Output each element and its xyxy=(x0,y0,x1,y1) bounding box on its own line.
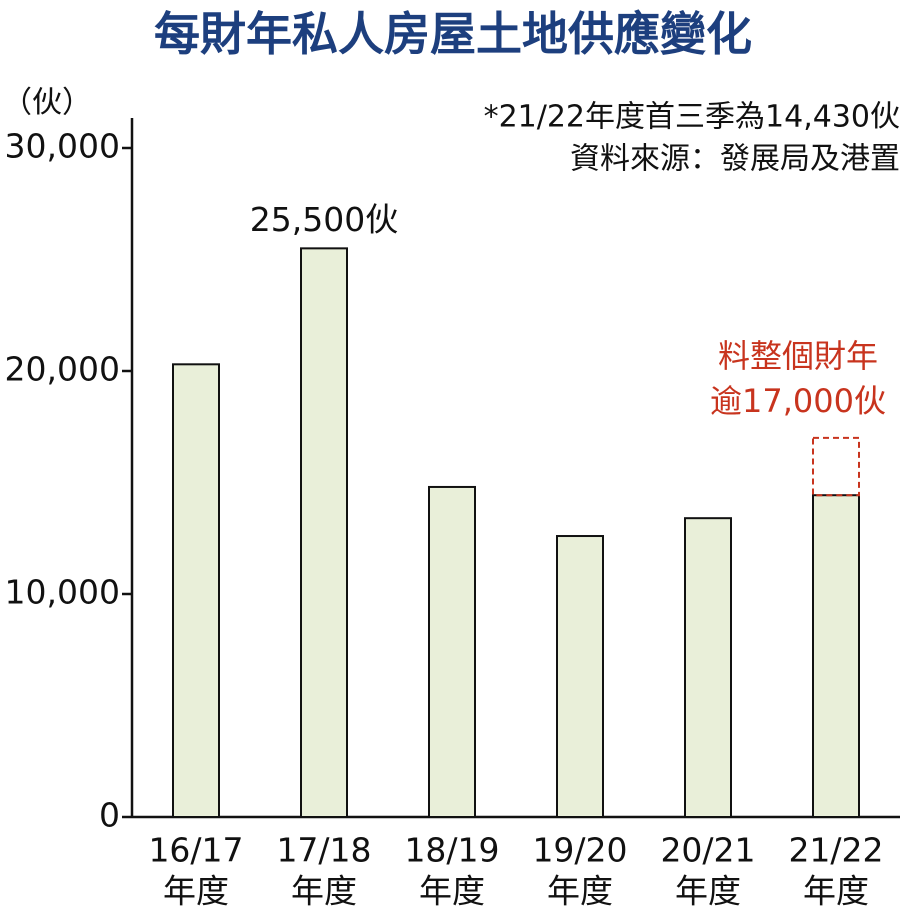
note: *21/22年度首三季為14,430伙 xyxy=(484,100,900,135)
x-tick-label: 18/19 xyxy=(404,831,499,870)
x-tick-label: 19/20 xyxy=(532,831,627,870)
x-tick-label: 21/22 xyxy=(788,831,883,870)
x-tick-suffix: 年度 xyxy=(675,872,741,911)
y-tick-label: 10,000 xyxy=(5,573,120,612)
x-tick-label: 17/18 xyxy=(276,831,371,870)
y-tick-label: 20,000 xyxy=(5,350,120,389)
value-label: 25,500伙 xyxy=(250,200,398,239)
y-tick-label: 0 xyxy=(99,796,120,835)
projection-label: 逾17,000伙 xyxy=(710,382,886,420)
projection-box xyxy=(812,436,860,497)
bar xyxy=(172,363,220,818)
y-unit: （伙） xyxy=(2,86,92,121)
x-tick-suffix: 年度 xyxy=(803,872,869,911)
bar xyxy=(556,535,604,819)
bar xyxy=(684,517,732,818)
x-tick-suffix: 年度 xyxy=(291,872,357,911)
bar xyxy=(300,247,348,819)
y-tick-label: 30,000 xyxy=(5,127,120,166)
x-tick-suffix: 年度 xyxy=(547,872,613,911)
x-tick-label: 16/17 xyxy=(148,831,243,870)
note: 資料來源：發展局及港置 xyxy=(570,142,900,177)
bar xyxy=(812,494,860,818)
projection-label: 料整個財年 xyxy=(718,337,878,375)
bar xyxy=(428,485,476,818)
chart-title: 每財年私人房屋土地供應變化 xyxy=(154,7,752,61)
x-tick-suffix: 年度 xyxy=(419,872,485,911)
x-tick-label: 20/21 xyxy=(660,831,755,870)
x-tick-suffix: 年度 xyxy=(163,872,229,911)
